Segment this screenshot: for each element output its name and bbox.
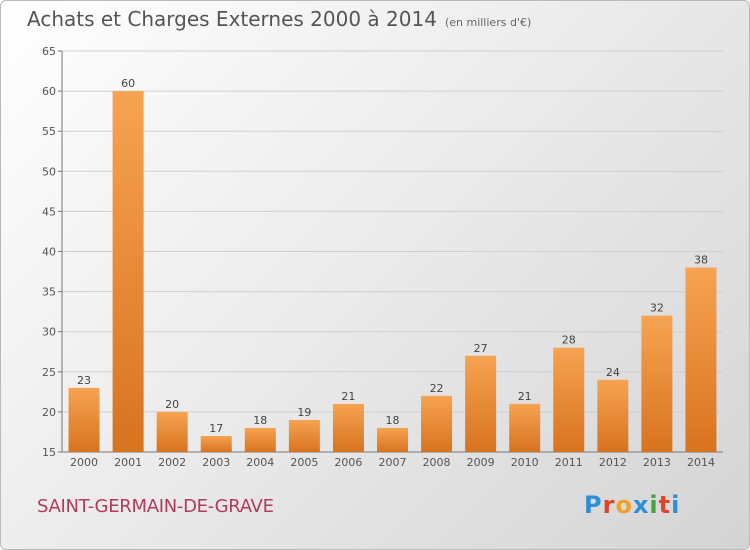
value-label-2009: 27 <box>474 342 488 355</box>
proxiti-logo: Proxiti <box>584 491 680 519</box>
value-label-2011: 28 <box>562 334 576 347</box>
logo-letter: i <box>649 491 659 519</box>
place-name: SAINT-GERMAIN-DE-GRAVE <box>37 496 274 517</box>
x-tick-label-2010: 2010 <box>511 456 539 469</box>
chart-title: Achats et Charges Externes 2000 à 2014 (e… <box>27 7 531 31</box>
y-tick-label: 65 <box>42 45 56 58</box>
bar-2003 <box>200 435 232 452</box>
value-label-2003: 17 <box>209 422 223 435</box>
logo-letter: r <box>602 491 616 519</box>
bar-2006 <box>332 403 364 452</box>
bar-2004 <box>244 427 276 452</box>
x-tick-label-2000: 2000 <box>70 456 98 469</box>
bar-2008 <box>421 395 453 452</box>
x-tick-label-2004: 2004 <box>246 456 274 469</box>
x-tick-label-2009: 2009 <box>467 456 495 469</box>
y-tick-label: 35 <box>42 286 56 299</box>
logo-letter: P <box>584 491 603 519</box>
bar-2014 <box>685 267 717 452</box>
logo-letter: i <box>671 491 681 519</box>
value-label-2014: 38 <box>694 254 708 267</box>
x-tick-label-2012: 2012 <box>599 456 627 469</box>
y-tick-label: 30 <box>42 326 56 339</box>
logo-letter: x <box>632 491 650 519</box>
title-text: Achats et Charges Externes 2000 à 2014 <box>27 7 437 31</box>
value-label-2012: 24 <box>606 366 620 379</box>
y-tick-label: 55 <box>42 125 56 138</box>
y-tick-label: 20 <box>42 406 56 419</box>
x-tick-label-2003: 2003 <box>202 456 230 469</box>
y-tick-label: 40 <box>42 246 56 259</box>
y-tick-label: 60 <box>42 85 56 98</box>
value-label-2013: 32 <box>650 302 664 315</box>
value-label-2008: 22 <box>430 382 444 395</box>
value-label-2010: 21 <box>518 390 532 403</box>
x-tick-label-2002: 2002 <box>158 456 186 469</box>
x-tick-label-2011: 2011 <box>555 456 583 469</box>
value-label-2006: 21 <box>341 390 355 403</box>
y-tick-label: 50 <box>42 165 56 178</box>
y-tick-label: 45 <box>42 205 56 218</box>
value-label-2000: 23 <box>77 374 91 387</box>
x-tick-label-2013: 2013 <box>643 456 671 469</box>
bar-2011 <box>553 347 585 452</box>
y-tick-label: 15 <box>42 446 56 459</box>
bar-2001 <box>112 91 144 452</box>
x-tick-label-2005: 2005 <box>290 456 318 469</box>
bar-2007 <box>377 427 408 452</box>
bar-2012 <box>597 379 629 452</box>
bar-2013 <box>641 315 673 452</box>
value-label-2004: 18 <box>253 414 267 427</box>
bar-2005 <box>288 419 320 452</box>
chart-subtitle: (en milliers d'€) <box>444 16 532 29</box>
bar-2010 <box>509 403 541 452</box>
x-tick-label-2008: 2008 <box>423 456 451 469</box>
value-label-2002: 20 <box>165 398 179 411</box>
bar-2000 <box>68 387 100 452</box>
x-tick-label-2001: 2001 <box>114 456 142 469</box>
x-tick-label-2006: 2006 <box>334 456 362 469</box>
y-tick-label: 25 <box>42 366 56 379</box>
bar-2002 <box>156 411 188 452</box>
logo-letter: o <box>615 491 633 519</box>
logo-letter: t <box>658 491 672 519</box>
value-label-2005: 19 <box>297 406 311 419</box>
bar-2009 <box>465 355 497 452</box>
value-label-2001: 60 <box>121 77 135 90</box>
value-label-2007: 18 <box>386 414 400 427</box>
x-tick-label-2014: 2014 <box>687 456 715 469</box>
x-tick-label-2007: 2007 <box>379 456 407 469</box>
